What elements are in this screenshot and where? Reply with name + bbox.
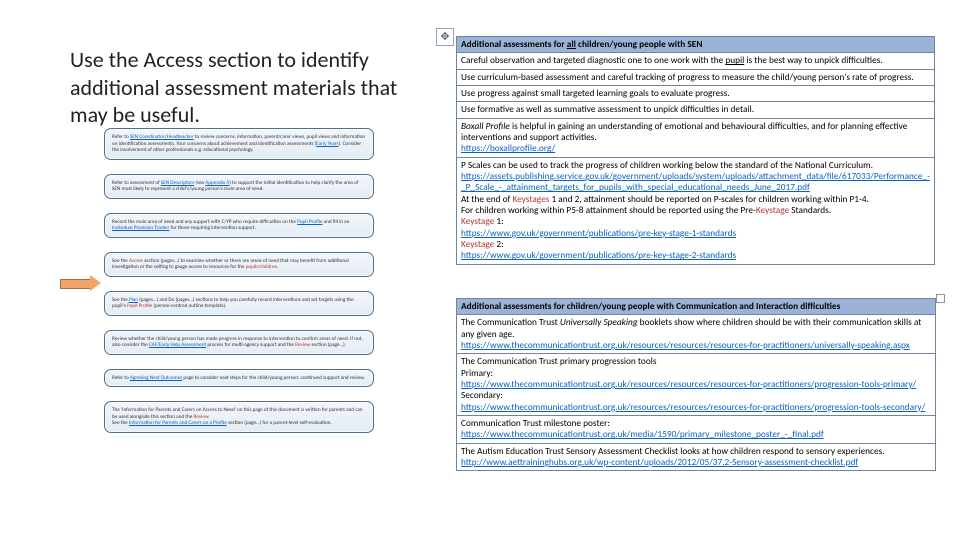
table1-row-5: Boxall Profile is helpful in gaining an … [457,118,935,157]
flow-step-2: Refer to assessment of SEN Descriptors (… [104,174,374,199]
flow-step-5: See the Plan (pages…) and Do (pages…) se… [104,291,374,316]
move-anchor-icon[interactable]: ✥ [436,28,454,46]
table-sen-assessments: Additional assessments for all children/… [456,36,935,265]
table2-row-2: The Communication Trust primary progress… [457,354,936,416]
flow-step-3: Record the main area of need and any sup… [104,213,374,238]
flow-step-1: Refer to SEN Coordinator/Headteacher to … [104,128,374,160]
table1-row-3: Use progress against small targeted lear… [457,85,935,101]
table2-row-4: The Autism Education Trust Sensory Asses… [457,443,936,471]
table1-row-4: Use formative as well as summative asses… [457,102,935,118]
table2-row-3: Communication Trust milestone poster:htt… [457,415,936,443]
headline-text: Use the Access section to identify addit… [70,46,410,129]
flow-step-6: Review whether the child/young person ha… [104,330,374,355]
table1-row-1: Careful observation and targeted diagnos… [457,53,935,69]
table1-row-6: P Scales can be used to track the progre… [457,157,935,264]
table-comm-interaction: Additional assessments for children/youn… [456,298,936,471]
flow-step-4: See the Access section (pages…) to exami… [104,252,374,277]
flowchart: Refer to SEN Coordinator/Headteacher to … [104,128,374,447]
table1-header: Additional assessments for all children/… [457,37,935,53]
flow-step-7: Refer to Agreeing Next Outcomes page to … [104,369,374,388]
callout-arrow-icon [60,276,100,290]
table1-row-2: Use curriculum-based assessment and care… [457,69,935,85]
table2-row-1: The Communication Trust Universally Spea… [457,315,936,354]
table2-header: Additional assessments for children/youn… [457,299,936,315]
flow-step-8: The 'Information for Parents and Carers … [104,401,374,433]
table-resize-handle-icon[interactable] [936,294,945,303]
